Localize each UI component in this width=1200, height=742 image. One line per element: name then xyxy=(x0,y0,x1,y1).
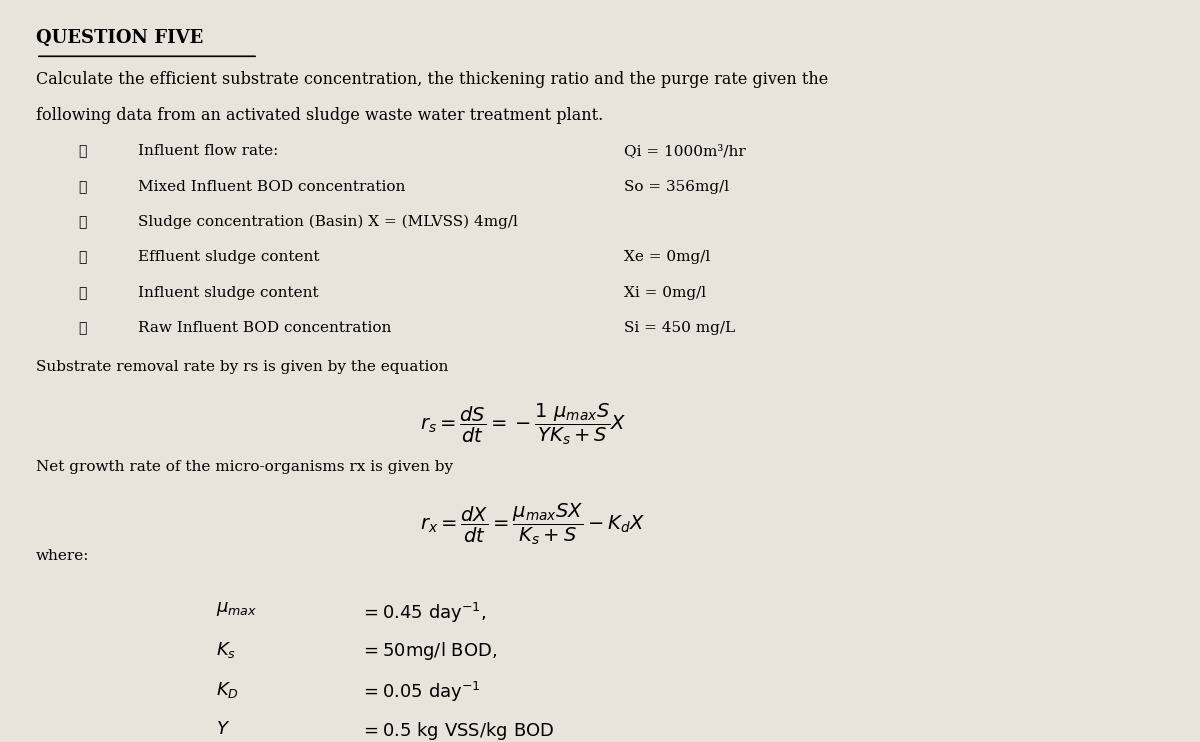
Text: ❖: ❖ xyxy=(78,286,86,300)
Text: ❖: ❖ xyxy=(78,321,86,335)
Text: Raw Influent BOD concentration: Raw Influent BOD concentration xyxy=(138,321,391,335)
Text: QUESTION FIVE: QUESTION FIVE xyxy=(36,29,203,47)
Text: $= 50\mathrm{mg/l\ BOD},$: $= 50\mathrm{mg/l\ BOD},$ xyxy=(360,640,497,662)
Text: So = 356mg/l: So = 356mg/l xyxy=(624,180,730,194)
Text: ❖: ❖ xyxy=(78,215,86,229)
Text: Substrate removal rate by rs is given by the equation: Substrate removal rate by rs is given by… xyxy=(36,360,449,374)
Text: $\mu_{max}$: $\mu_{max}$ xyxy=(216,600,257,619)
Text: $r_x = \dfrac{dX}{dt} = \dfrac{\mu_{max}SX}{K_s + S} - K_d X$: $r_x = \dfrac{dX}{dt} = \dfrac{\mu_{max}… xyxy=(420,502,646,547)
Text: $r_s = \dfrac{dS}{dt} = -\dfrac{1\ \mu_{max}S}{Y K_s + S}X$: $r_s = \dfrac{dS}{dt} = -\dfrac{1\ \mu_{… xyxy=(420,402,626,447)
Text: Si = 450 mg/L: Si = 450 mg/L xyxy=(624,321,736,335)
Text: $= 0.5\ \mathrm{kg\ VSS/kg\ BOD}$: $= 0.5\ \mathrm{kg\ VSS/kg\ BOD}$ xyxy=(360,720,554,741)
Text: Effluent sludge content: Effluent sludge content xyxy=(138,251,319,264)
Text: Mixed Influent BOD concentration: Mixed Influent BOD concentration xyxy=(138,180,406,194)
Text: where:: where: xyxy=(36,548,90,562)
Text: $= 0.45\ \mathrm{day}^{-1},$: $= 0.45\ \mathrm{day}^{-1},$ xyxy=(360,600,486,625)
Text: ❖: ❖ xyxy=(78,251,86,264)
Text: Net growth rate of the micro-organisms rx is given by: Net growth rate of the micro-organisms r… xyxy=(36,460,454,473)
Text: Xi = 0mg/l: Xi = 0mg/l xyxy=(624,286,706,300)
Text: $= 0.05\ \mathrm{day}^{-1}$: $= 0.05\ \mathrm{day}^{-1}$ xyxy=(360,680,481,704)
Text: Influent sludge content: Influent sludge content xyxy=(138,286,319,300)
Text: $K_s$: $K_s$ xyxy=(216,640,236,660)
Text: $Y$: $Y$ xyxy=(216,720,230,738)
Text: ❖: ❖ xyxy=(78,145,86,158)
Text: Xe = 0mg/l: Xe = 0mg/l xyxy=(624,251,710,264)
Text: Sludge concentration (Basin) X = (MLVSS) 4mg/l: Sludge concentration (Basin) X = (MLVSS)… xyxy=(138,215,518,229)
Text: $K_D$: $K_D$ xyxy=(216,680,239,700)
Text: ❖: ❖ xyxy=(78,180,86,194)
Text: following data from an activated sludge waste water treatment plant.: following data from an activated sludge … xyxy=(36,107,604,124)
Text: Influent flow rate:: Influent flow rate: xyxy=(138,145,278,158)
Text: Calculate the efficient substrate concentration, the thickening ratio and the pu: Calculate the efficient substrate concen… xyxy=(36,70,828,88)
Text: Qi = 1000m³/hr: Qi = 1000m³/hr xyxy=(624,145,745,158)
